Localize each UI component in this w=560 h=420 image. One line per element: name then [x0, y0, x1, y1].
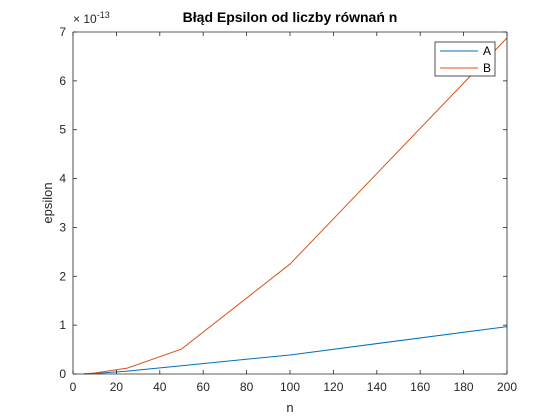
legend: A B [434, 41, 496, 77]
series-line-b [83, 37, 508, 375]
y-tick-label: 4 [59, 172, 66, 186]
chart-title: Błąd Epsilon od liczby równań n [183, 9, 398, 25]
y-exponent-label: × 10-13 [73, 10, 110, 26]
y-tick-label: 6 [59, 74, 66, 88]
x-tick-label: 60 [197, 380, 211, 394]
x-tick-label: 160 [410, 380, 430, 394]
x-axis-label: n [286, 400, 293, 415]
y-tick-label: 5 [59, 123, 66, 137]
y-tick-label: 1 [59, 318, 66, 332]
x-tick-label: 200 [497, 380, 517, 394]
legend-label-a: A [483, 44, 491, 58]
y-exponent-power: -13 [97, 10, 110, 20]
y-tick-label: 3 [59, 220, 66, 234]
ticks-layer: 0 20 40 60 80 100 120 140 160 180 200 0 1 2 3 4 5 6 7 [59, 25, 517, 394]
x-tick-label: 0 [70, 380, 77, 394]
y-tick-label: 0 [59, 367, 66, 381]
x-tick-label: 140 [367, 380, 387, 394]
y-axis-label: epsilon [40, 182, 55, 223]
x-tick-label: 20 [110, 380, 124, 394]
x-tick-label: 80 [240, 380, 254, 394]
series-layer [83, 37, 508, 375]
x-tick-label: 40 [153, 380, 167, 394]
x-tick-label: 180 [454, 380, 474, 394]
y-exponent-prefix: × 10 [73, 12, 97, 26]
y-tick-label: 7 [59, 25, 66, 39]
x-tick-label: 120 [323, 380, 343, 394]
legend-label-b: B [483, 61, 491, 75]
y-tick-label: 2 [59, 269, 66, 283]
x-tick-label: 100 [280, 380, 300, 394]
legend-box [434, 41, 496, 77]
plot-background [73, 32, 507, 374]
